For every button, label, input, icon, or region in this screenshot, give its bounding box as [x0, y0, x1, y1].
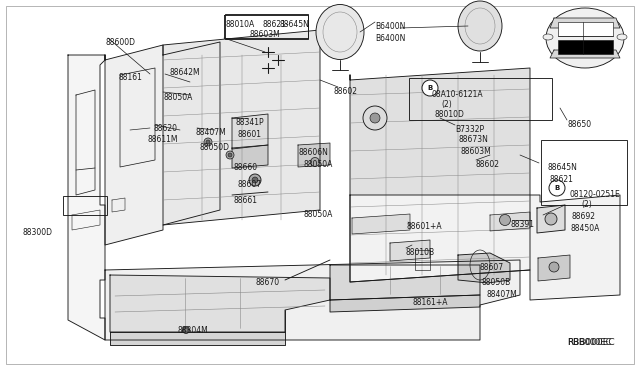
Text: 88601+A: 88601+A [407, 222, 443, 231]
Ellipse shape [543, 34, 553, 40]
Text: 08A10-6121A: 08A10-6121A [432, 90, 484, 99]
Text: RBB000EC: RBB000EC [567, 338, 611, 347]
Polygon shape [68, 55, 105, 340]
Text: 88407M: 88407M [195, 128, 226, 137]
Polygon shape [110, 275, 330, 332]
Circle shape [182, 327, 189, 334]
Text: 88050A: 88050A [304, 210, 333, 219]
Circle shape [363, 106, 387, 130]
Polygon shape [163, 30, 320, 225]
Circle shape [226, 151, 234, 159]
Bar [558, 40, 613, 54]
Circle shape [549, 262, 559, 272]
Polygon shape [232, 145, 268, 168]
Text: 88621-: 88621- [263, 20, 290, 29]
Ellipse shape [546, 8, 624, 68]
Text: 88300D: 88300D [22, 228, 52, 237]
Text: 88600D: 88600D [105, 38, 135, 47]
Polygon shape [350, 68, 530, 282]
Polygon shape [490, 212, 530, 231]
Bar [409, 78, 552, 120]
Text: 88161+A: 88161+A [413, 298, 449, 307]
Polygon shape [550, 50, 620, 58]
Ellipse shape [458, 1, 502, 51]
Circle shape [370, 113, 380, 123]
Text: B6400N: B6400N [375, 34, 405, 43]
Circle shape [206, 140, 210, 144]
Text: 88620: 88620 [153, 124, 177, 133]
Polygon shape [352, 214, 410, 234]
Polygon shape [298, 143, 330, 167]
Text: 88050B: 88050B [482, 278, 511, 287]
Text: B: B [428, 85, 433, 91]
Polygon shape [330, 295, 480, 312]
Circle shape [499, 215, 511, 225]
Circle shape [204, 138, 212, 146]
Polygon shape [330, 265, 480, 300]
Text: 88650: 88650 [568, 120, 592, 129]
Polygon shape [390, 240, 430, 261]
Text: B7332P: B7332P [455, 125, 484, 134]
Text: 88010B: 88010B [406, 248, 435, 257]
Text: 88607: 88607 [480, 263, 504, 272]
Polygon shape [550, 18, 620, 28]
Text: B: B [554, 185, 559, 191]
Circle shape [545, 213, 557, 225]
Text: 88450A: 88450A [571, 224, 600, 233]
Bar [541, 140, 627, 205]
Text: (2): (2) [581, 200, 592, 209]
Text: 08120-0251E: 08120-0251E [570, 190, 621, 199]
Text: 88050A: 88050A [304, 160, 333, 169]
Text: 88621: 88621 [550, 175, 574, 184]
Text: 88661: 88661 [234, 196, 258, 205]
Text: 88341P: 88341P [236, 118, 264, 127]
Polygon shape [105, 260, 520, 340]
Text: 88601: 88601 [238, 130, 262, 139]
Text: 88010A: 88010A [225, 20, 254, 29]
Text: (2): (2) [441, 100, 452, 109]
Circle shape [249, 174, 261, 186]
Polygon shape [538, 255, 570, 281]
Text: 88603M: 88603M [461, 147, 492, 156]
Circle shape [422, 80, 438, 96]
Polygon shape [350, 195, 620, 300]
Ellipse shape [316, 4, 364, 60]
Circle shape [549, 180, 565, 196]
Text: 88670: 88670 [256, 278, 280, 287]
Text: 88607: 88607 [238, 180, 262, 189]
Bar [225, 14, 308, 39]
Polygon shape [110, 332, 285, 345]
Text: 88050D: 88050D [200, 143, 230, 152]
Text: 88611M: 88611M [148, 135, 179, 144]
Text: RBB000EC: RBB000EC [567, 338, 614, 347]
Text: 88645N: 88645N [280, 20, 310, 29]
Bar [558, 22, 613, 36]
Text: 88407M: 88407M [487, 290, 518, 299]
Circle shape [228, 153, 232, 157]
Text: 88304M: 88304M [178, 326, 209, 335]
Polygon shape [458, 253, 510, 283]
Circle shape [310, 157, 319, 167]
Polygon shape [105, 42, 220, 245]
Bar [63, 196, 107, 215]
Circle shape [184, 328, 188, 331]
Text: B6400N: B6400N [375, 22, 405, 31]
Text: 88010D: 88010D [435, 110, 465, 119]
Polygon shape [537, 205, 565, 233]
Text: 88673N: 88673N [459, 135, 489, 144]
Text: 88602: 88602 [334, 87, 358, 96]
Polygon shape [232, 114, 268, 149]
Text: 88161: 88161 [118, 73, 142, 82]
Text: 88606N: 88606N [299, 148, 329, 157]
Text: 88603M: 88603M [249, 30, 280, 39]
Text: 88602: 88602 [476, 160, 500, 169]
Text: 88642M: 88642M [170, 68, 200, 77]
Circle shape [252, 177, 258, 183]
Text: 88660: 88660 [233, 163, 257, 172]
Text: 88050A: 88050A [163, 93, 193, 102]
Text: 88692: 88692 [572, 212, 596, 221]
Ellipse shape [617, 34, 627, 40]
Text: 88391: 88391 [511, 220, 535, 229]
Text: 88645N: 88645N [548, 163, 578, 172]
